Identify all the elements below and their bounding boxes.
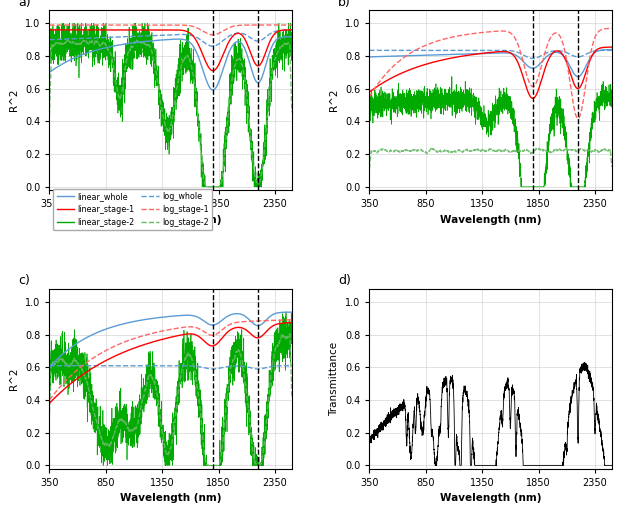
Legend: linear_whole, linear_stage-1, linear_stage-2, log_whole, log_stage-1, log_stage-: linear_whole, linear_stage-1, linear_sta… xyxy=(54,188,212,230)
X-axis label: Wavelength (nm): Wavelength (nm) xyxy=(120,493,221,503)
Text: a): a) xyxy=(18,0,30,9)
Y-axis label: R^2: R^2 xyxy=(329,89,339,111)
Y-axis label: Transmittance: Transmittance xyxy=(329,342,339,416)
Text: c): c) xyxy=(18,274,30,287)
Text: d): d) xyxy=(338,274,351,287)
Y-axis label: R^2: R^2 xyxy=(9,368,20,390)
Y-axis label: R^2: R^2 xyxy=(9,89,20,111)
X-axis label: Wavelength (nm): Wavelength (nm) xyxy=(440,493,541,503)
X-axis label: Wavelength (nm): Wavelength (nm) xyxy=(120,215,221,225)
X-axis label: Wavelength (nm): Wavelength (nm) xyxy=(440,215,541,225)
Text: b): b) xyxy=(338,0,350,9)
